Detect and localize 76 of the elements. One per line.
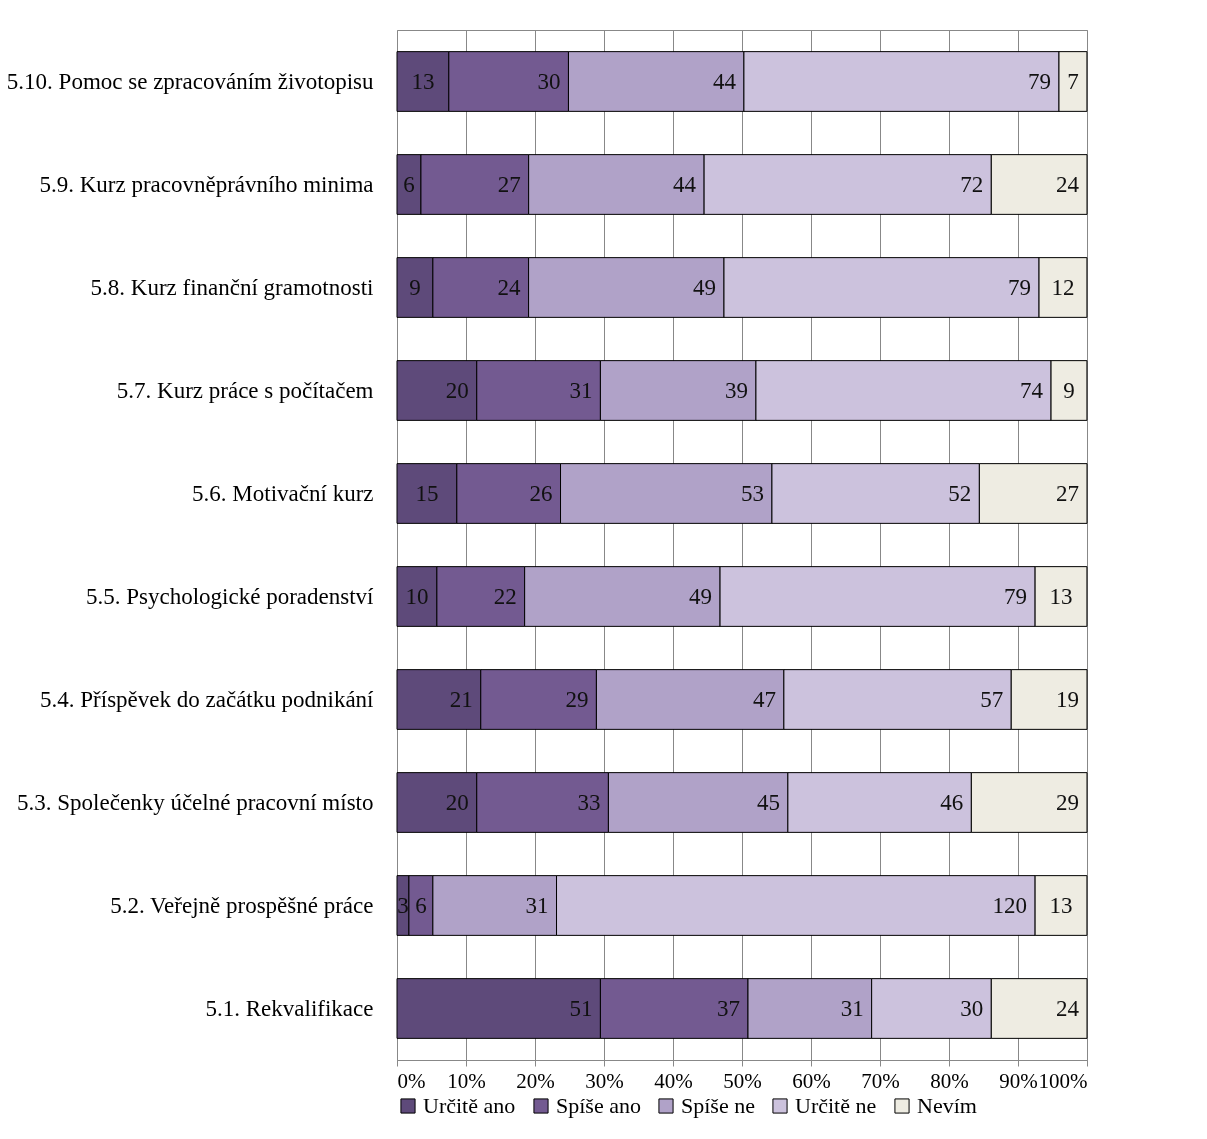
annotation: 27 [497,171,521,197]
annotation: 24 [1056,995,1080,1021]
annotation: 33 [577,789,601,815]
y-tick-label: 5.3. Společenky účelné pracovní místo [17,789,374,815]
annotation: 29 [1056,789,1079,815]
x-tick-label: 10% [447,1068,486,1093]
annotation: 24 [1056,171,1080,197]
annotation: 52 [948,480,972,506]
legend-label: Nevím [917,1093,977,1118]
annotation: 19 [1056,686,1079,712]
x-tick-label: 100% [1038,1068,1088,1093]
y-tick-label: 5.6. Motivační kurz [192,480,374,506]
annotation: 57 [980,686,1004,712]
annotation: 31 [569,377,593,403]
x-tick-label: 80% [930,1068,969,1093]
annotation: 20 [445,377,469,403]
annotation: 79 [1008,274,1032,300]
annotation: 49 [689,583,713,609]
legend-label: Spíše ne [681,1093,755,1118]
annotation: 22 [493,583,517,609]
annotation: 53 [740,480,764,506]
annotation: 6 [403,171,415,197]
annotation: 30 [537,68,561,94]
annotation: 49 [692,274,716,300]
annotation: 44 [712,68,737,94]
annotation: 30 [960,995,984,1021]
x-tick-label: 90% [999,1068,1038,1093]
x-tick-label: 20% [516,1068,555,1093]
annotation: 7 [1067,68,1079,94]
annotation: 26 [529,480,553,506]
x-tick-label: 70% [861,1068,900,1093]
annotation: 6 [415,892,427,918]
x-tick-label: 0% [397,1068,426,1093]
y-tick-label: 5.8. Kurz finanční gramotnosti [90,274,374,300]
annotation: 10 [405,583,429,609]
annotation: 13 [411,68,435,94]
annotation: 72 [960,171,984,197]
y-tick-label: 5.4. Příspěvek do začátku podnikání [40,686,375,712]
x-tick-label: 40% [654,1068,693,1093]
legend-label: Určitě ne [795,1093,877,1118]
annotation: 29 [565,686,589,712]
annotation: 44 [673,171,697,197]
annotation: 39 [724,377,748,403]
x-tick-label: 30% [585,1068,624,1093]
y-tick-label: 5.9. Kurz pracovněprávního minima [39,171,374,197]
annotation: 31 [525,892,549,918]
annotation: 20 [445,789,469,815]
y-tick-label: 5.1. Rekvalifikace [205,995,374,1021]
annotation: 74 [1020,377,1044,403]
annotation: 79 [1027,68,1051,94]
annotation: 51 [569,995,593,1021]
annotation: 13 [1049,583,1073,609]
annotation: 46 [940,789,964,815]
annotation: 79 [1004,583,1028,609]
legend-label: Spíše ano [556,1093,641,1118]
annotation: 27 [1056,480,1079,506]
annotation: 9 [409,274,421,300]
y-tick-label: 5.7. Kurz práce s počítačem [116,377,374,403]
annotation: 31 [840,995,864,1021]
annotation: 24 [497,274,522,300]
annotation: 45 [756,789,780,815]
annotation: 120 [992,892,1028,918]
x-tick-label: 50% [723,1068,762,1093]
legend-label: Určitě ano [423,1093,516,1118]
x-tick-label: 60% [792,1068,831,1093]
y-tick-label: 5.2. Veřejně prospěšné práce [110,892,374,918]
annotation: 9 [1063,377,1075,403]
annotation: 3 [397,892,409,918]
annotation: 21 [449,686,473,712]
y-tick-label: 5.10. Pomoc se zpracováním životopisu [6,68,374,94]
annotation: 15 [415,480,439,506]
annotation: 37 [717,995,740,1021]
y-tick-label: 5.5. Psychologické poradenství [86,583,375,609]
annotation: 13 [1049,892,1073,918]
annotation: 47 [752,686,776,712]
annotation: 12 [1051,274,1075,300]
